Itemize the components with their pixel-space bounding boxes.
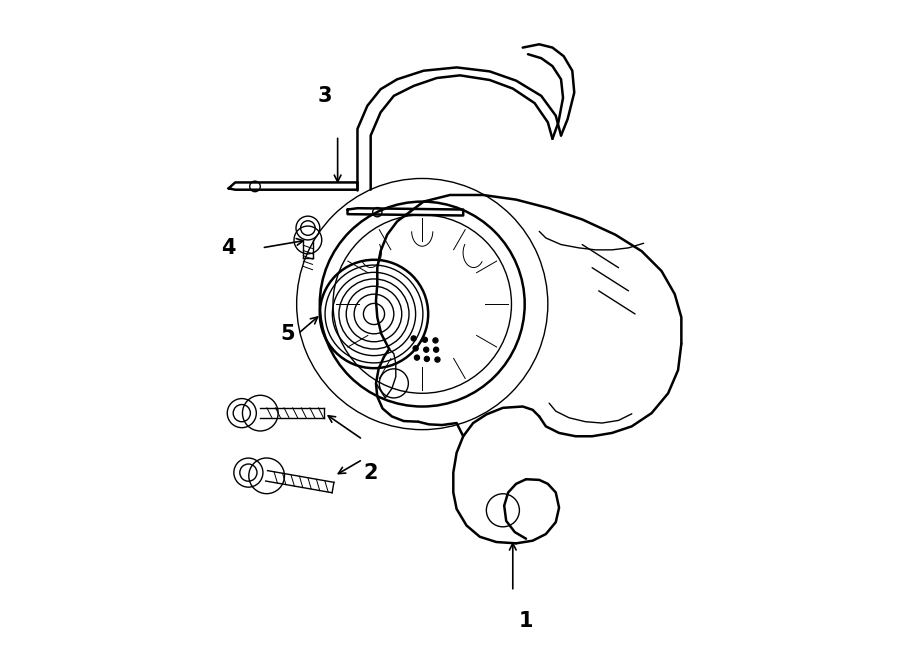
Circle shape: [435, 357, 440, 362]
Text: 2: 2: [364, 463, 378, 483]
Circle shape: [434, 347, 439, 352]
Circle shape: [414, 355, 419, 360]
Text: 5: 5: [280, 324, 294, 344]
Circle shape: [413, 346, 418, 351]
Text: 4: 4: [220, 238, 235, 258]
Text: 1: 1: [518, 611, 534, 631]
Text: 3: 3: [317, 86, 332, 106]
Circle shape: [433, 338, 438, 343]
Circle shape: [424, 347, 428, 352]
Circle shape: [411, 336, 417, 341]
Circle shape: [424, 356, 429, 362]
Circle shape: [422, 337, 427, 342]
